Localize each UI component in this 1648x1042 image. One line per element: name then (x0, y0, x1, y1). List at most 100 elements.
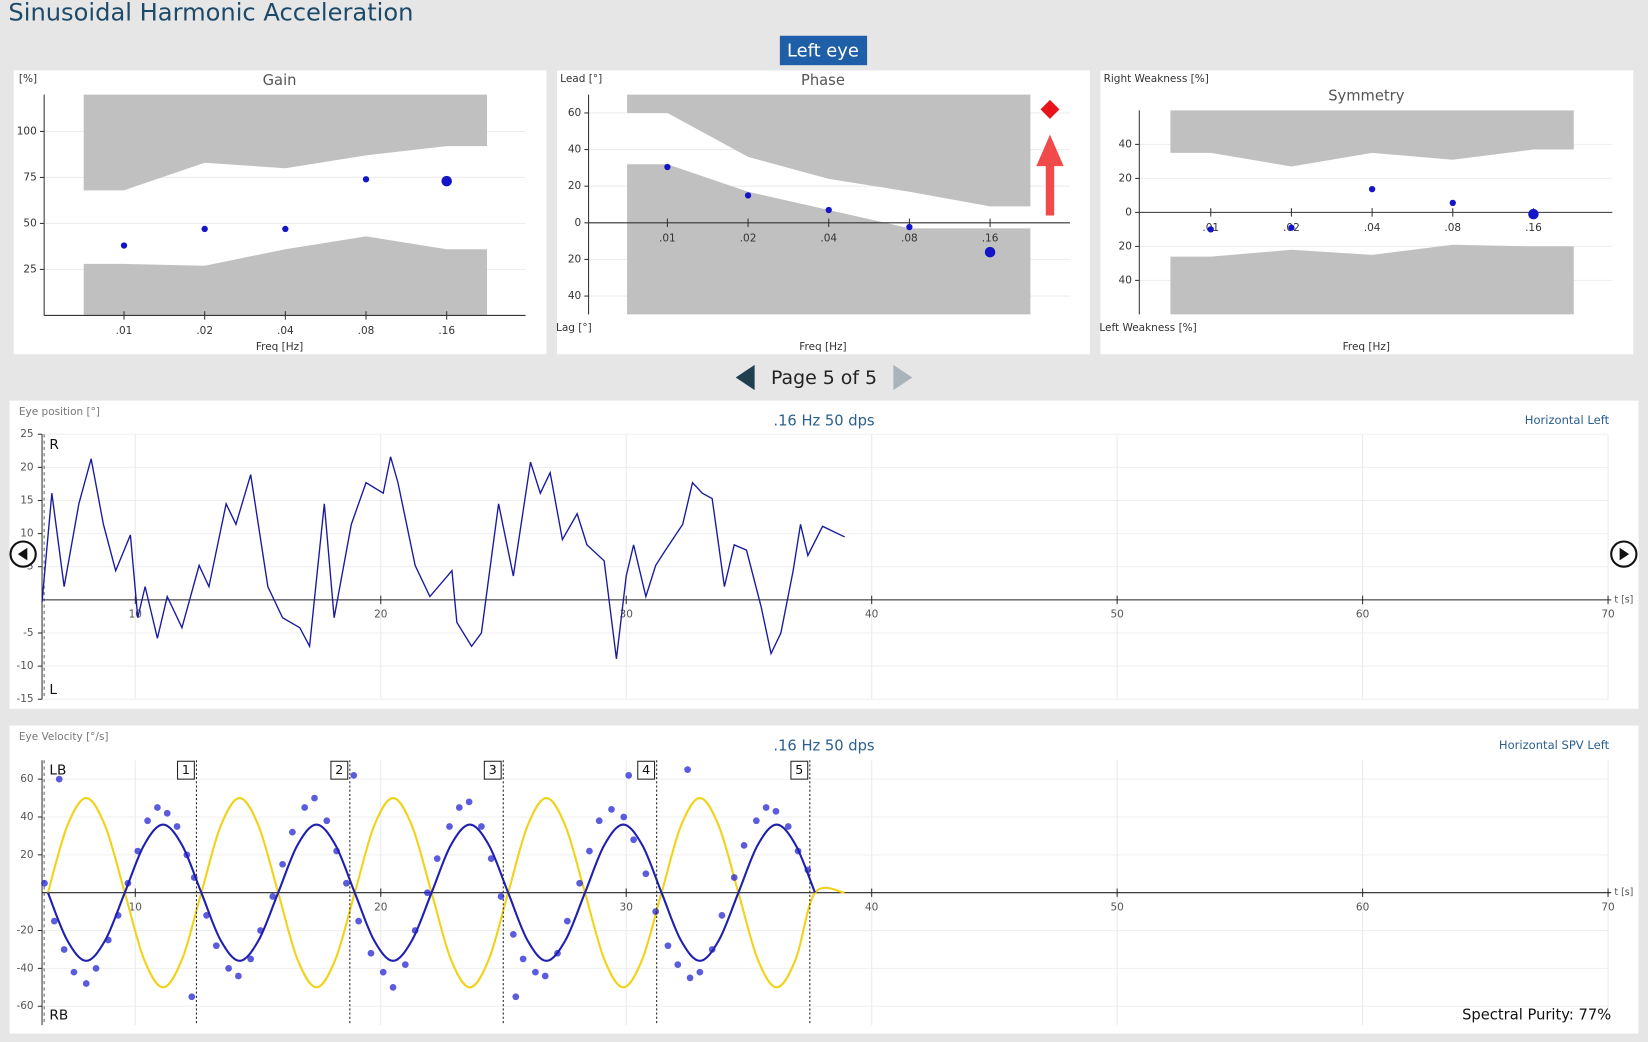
y-tick-label: 60 (568, 107, 581, 119)
pager-next[interactable] (893, 364, 913, 391)
y-tick-label: 40 (568, 144, 581, 156)
eye-button-label[interactable]: Left eye (787, 41, 859, 62)
x-tick-label: .04 (820, 233, 837, 245)
x-tick-label: 70 (1601, 901, 1614, 913)
chart-title: Gain (263, 72, 297, 89)
spv-point (55, 775, 63, 783)
y-tick-label: 10 (20, 528, 33, 540)
y-tick-label: 5 (27, 561, 34, 573)
series-line (46, 823, 816, 962)
y-tick-label: 50 (23, 217, 36, 229)
spv-point (652, 908, 660, 915)
spv-point (455, 804, 463, 811)
x-tick-label: 20 (374, 609, 387, 621)
data-point (744, 192, 752, 199)
cycle-box (330, 760, 349, 780)
cycle-label: 2 (335, 762, 343, 777)
scroll-left[interactable] (9, 540, 37, 568)
spv-point (497, 893, 505, 900)
y-tick-label: 75 (23, 171, 36, 183)
page-title: Sinusoidal Harmonic Acceleration (8, 0, 413, 27)
spv-point (532, 968, 539, 976)
normal-band-lower (1170, 244, 1574, 315)
spv-point (367, 949, 375, 957)
x-tick-label: 30 (620, 609, 633, 621)
y-axis-label: Lead [°] (560, 73, 602, 85)
cycle-box (176, 760, 195, 780)
scroll-right[interactable] (1610, 540, 1638, 568)
y-tick-label: -10 (16, 660, 33, 672)
spv-point (772, 807, 780, 815)
scroll-left-icon[interactable] (17, 547, 28, 561)
x-axis-label: Freq [Hz] (256, 341, 303, 353)
panel-y-label: Eye position [°] (19, 406, 100, 418)
y-tick-label: 15 (20, 494, 33, 506)
spv-point (512, 993, 520, 1001)
pager-label: Page 5 of 5 (771, 367, 877, 389)
x-tick-label: 60 (1356, 609, 1369, 621)
spv-point (70, 968, 78, 976)
spv-point (608, 806, 615, 813)
spv-point (82, 980, 90, 987)
normal-band-upper (1170, 110, 1574, 167)
spv-point (154, 804, 161, 811)
data-point (441, 175, 452, 187)
spv-point (247, 955, 255, 963)
eye-button-bg[interactable] (779, 35, 868, 66)
normal-band-lower (83, 236, 488, 316)
x-tick-label: .02 (740, 233, 757, 245)
warning-diamond (1040, 99, 1060, 119)
spv-point (784, 823, 792, 830)
spv-point (478, 823, 485, 830)
spv-point (163, 809, 171, 817)
cycle-label: 1 (182, 762, 190, 777)
spv-point (446, 823, 453, 830)
normal-band-lower (627, 164, 1031, 315)
data-point (664, 163, 671, 171)
cycle-box (637, 760, 656, 780)
spv-point (350, 771, 358, 779)
spv-point (509, 930, 517, 938)
velocity-panel (9, 725, 1639, 1034)
panel-subtitle: .16 Hz 50 dps (773, 738, 874, 755)
pager-prev[interactable] (735, 364, 755, 391)
spv-point (235, 972, 242, 980)
spv-point (519, 955, 527, 963)
spv-point (576, 879, 583, 887)
spv-point (389, 983, 397, 991)
spv-point (289, 828, 296, 836)
spv-point (424, 889, 431, 897)
x-tick-label: .16 (438, 325, 455, 337)
spv-point (718, 912, 726, 919)
spv-point (586, 847, 593, 855)
x-axis-label: Freq [Hz] (1343, 341, 1390, 353)
spv-point (188, 993, 196, 1001)
y-axis-label-bottom: Left Weakness [%] (1099, 322, 1196, 334)
x-tick-label: 30 (620, 901, 633, 913)
data-point (825, 206, 832, 214)
spv-point (355, 917, 363, 925)
data-point (362, 176, 370, 183)
data-point (984, 246, 996, 258)
x-tick-label: .08 (1444, 222, 1461, 234)
x-tick-label: .04 (1364, 222, 1381, 234)
series-line (41, 456, 845, 659)
x-tick-label: 20 (374, 901, 387, 913)
spv-point (60, 946, 68, 953)
eye-button[interactable]: Left eye (779, 35, 868, 66)
y-tick-label: 20 (1119, 172, 1132, 184)
x-tick-label: .08 (358, 325, 375, 337)
y-tick-label: -15 (16, 693, 33, 705)
y-tick-label: 40 (1119, 274, 1132, 286)
spv-point (686, 974, 694, 982)
spv-point (401, 961, 409, 968)
x-tick-label: 60 (1356, 901, 1369, 913)
x-tick-label: 40 (865, 609, 878, 621)
cycle-box (790, 760, 809, 780)
panel-y-label: Eye Velocity [°/s] (19, 731, 109, 743)
scroll-right-icon[interactable] (1619, 547, 1630, 561)
spectral-purity: Spectral Purity: 77% (1462, 1007, 1611, 1024)
x-tick-label: .16 (1525, 222, 1542, 234)
spv-point (433, 855, 441, 862)
